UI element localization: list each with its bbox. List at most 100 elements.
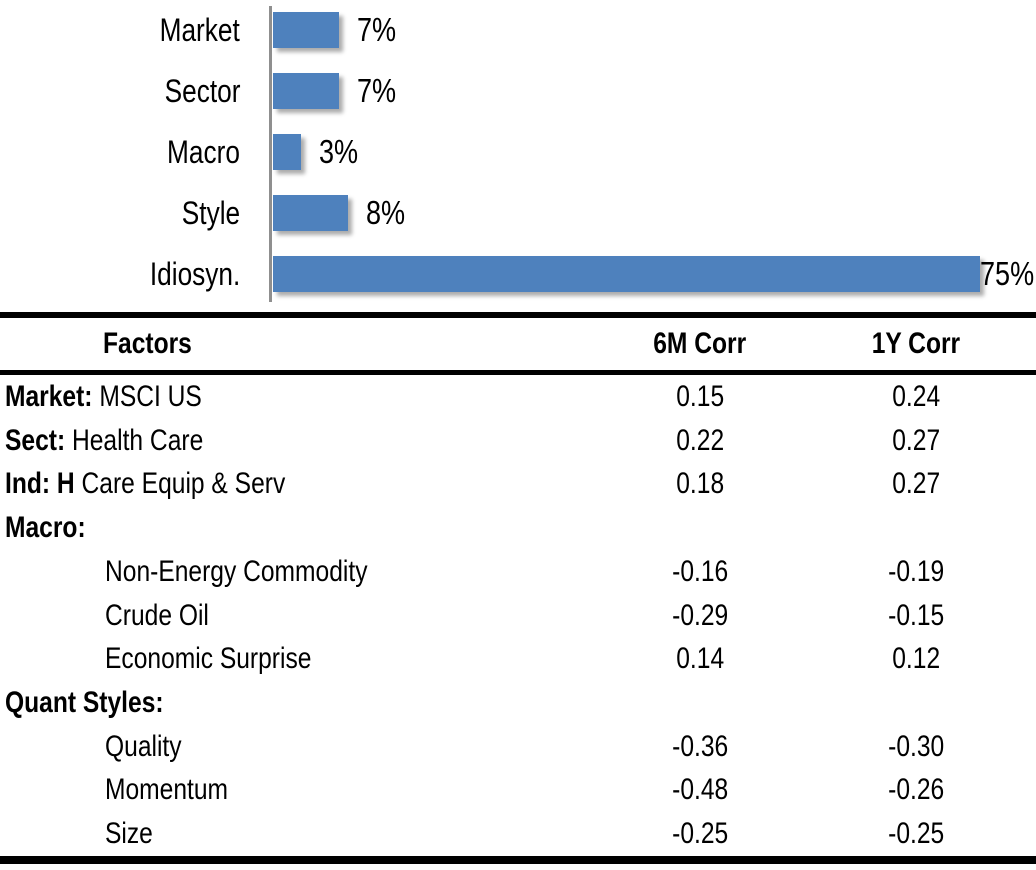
row-label: Market: MSCI US: [0, 380, 560, 414]
chart-value-label-text: 8%: [366, 194, 406, 231]
cell-6m-corr-text: 0.18: [676, 467, 724, 501]
chart-category-label: Sector: [0, 73, 240, 109]
chart-category-label: Market: [0, 12, 240, 48]
row-label-prefix: Sect:: [5, 423, 66, 457]
chart-value-label-text: 3%: [319, 133, 359, 170]
cell-6m-corr-text: -0.16: [671, 554, 729, 588]
row-label-prefix: Ind: H: [5, 467, 75, 501]
cell-6m-corr-text: -0.29: [671, 598, 729, 632]
cell-1y-corr-text: -0.19: [887, 554, 945, 588]
cell-6m-corr: 0.14: [560, 642, 840, 676]
table-row: Ind: H Care Equip & Serv 0.18 0.27: [0, 462, 1036, 506]
cell-6m-corr-text: 0.15: [676, 379, 724, 413]
cell-1y-corr-text: -0.25: [887, 817, 945, 851]
table-row: Non-Energy Commodity -0.16 -0.19: [0, 550, 1036, 594]
chart-category-label-text: Market: [159, 12, 240, 48]
cell-1y-corr-text: 0.12: [892, 642, 940, 676]
chart-bar: [273, 73, 339, 109]
chart-value-label: 8%: [366, 195, 414, 231]
cell-6m-corr: -0.29: [560, 599, 840, 633]
cell-1y-corr-text: -0.30: [887, 729, 945, 763]
cell-6m-corr: 0.18: [560, 467, 840, 501]
row-label-prefix: Quant Styles:: [5, 686, 164, 719]
cell-6m-corr-text: 0.14: [676, 642, 724, 676]
chart-category-label-text: Macro: [167, 134, 240, 170]
row-label-text: Crude Oil: [105, 598, 209, 632]
chart-value-label: 7%: [357, 73, 405, 109]
cell-1y-corr-text: 0.24: [892, 379, 940, 413]
table-row: Momentum -0.48 -0.26: [0, 769, 1036, 813]
column-header-6m-corr: 6M Corr: [560, 327, 840, 361]
table-row: Sect: Health Care 0.22 0.27: [0, 419, 1036, 463]
cell-1y-corr-text: -0.26: [887, 773, 945, 807]
column-header-factors: Factors: [0, 327, 560, 361]
chart-value-label: 75%: [980, 256, 1036, 292]
cell-1y-corr-text: 0.27: [892, 467, 940, 501]
cell-6m-corr: [560, 511, 840, 545]
row-label: Macro:: [0, 511, 560, 545]
chart-row: Idiosyn. 75%: [0, 256, 1036, 292]
row-label: Size: [0, 817, 560, 851]
row-label-text: MSCI US: [92, 379, 202, 413]
row-label: Economic Surprise: [0, 642, 560, 676]
table-row: Size -0.25 -0.25: [0, 812, 1036, 856]
row-label-text: Momentum: [105, 773, 229, 807]
cell-1y-corr: -0.15: [840, 599, 1036, 633]
row-label-text: Economic Surprise: [105, 642, 312, 676]
cell-6m-corr: -0.16: [560, 555, 840, 589]
cell-6m-corr: 0.15: [560, 380, 840, 414]
chart-value-label-text: 7%: [357, 72, 397, 109]
table-row: Crude Oil -0.29 -0.15: [0, 594, 1036, 638]
cell-1y-corr: 0.24: [840, 380, 1036, 414]
cell-6m-corr: -0.36: [560, 730, 840, 764]
table-row: Quality -0.36 -0.30: [0, 725, 1036, 769]
chart-axis-line: [269, 6, 272, 302]
row-label-prefix: Macro:: [5, 511, 86, 545]
cell-1y-corr: -0.30: [840, 730, 1036, 764]
row-label-text: Health Care: [65, 423, 204, 457]
column-header-1y-corr-text: 1Y Corr: [871, 327, 961, 360]
cell-6m-corr-text: -0.36: [671, 729, 729, 763]
column-header-factors-text: Factors: [103, 327, 192, 360]
cell-6m-corr: -0.48: [560, 773, 840, 807]
cell-1y-corr: 0.12: [840, 642, 1036, 676]
row-label-text: Non-Energy Commodity: [105, 554, 368, 588]
chart-category-label-text: Idiosyn.: [149, 256, 240, 292]
chart-row: Market 7%: [0, 12, 1036, 48]
row-label: Quality: [0, 730, 560, 764]
row-label: Quant Styles:: [0, 686, 560, 720]
cell-1y-corr: [840, 511, 1036, 545]
bar-chart: Market 7% Sector 7% Macro 3% Style 8%: [0, 0, 1036, 312]
row-label: Sect: Health Care: [0, 424, 560, 458]
table-header-rule: [0, 370, 1036, 375]
chart-row: Sector 7%: [0, 73, 1036, 109]
chart-category-label: Macro: [0, 134, 240, 170]
cell-1y-corr: 0.27: [840, 424, 1036, 458]
table-header-row: Factors 6M Corr 1Y Corr: [0, 318, 1036, 370]
cell-6m-corr: 0.22: [560, 424, 840, 458]
table-row: Macro:: [0, 506, 1036, 550]
chart-category-label: Style: [0, 195, 240, 231]
row-label: Ind: H Care Equip & Serv: [0, 467, 560, 501]
table-bottom-rule: [0, 856, 1036, 864]
chart-category-label: Idiosyn.: [0, 256, 240, 292]
cell-1y-corr: -0.25: [840, 817, 1036, 851]
chart-row: Style 8%: [0, 195, 1036, 231]
table-row: Market: MSCI US 0.15 0.24: [0, 375, 1036, 419]
cell-1y-corr: -0.19: [840, 555, 1036, 589]
chart-category-label-text: Style: [181, 195, 240, 231]
cell-6m-corr-text: 0.22: [676, 423, 724, 457]
chart-category-label-text: Sector: [164, 73, 240, 109]
cell-1y-corr: -0.26: [840, 773, 1036, 807]
cell-1y-corr: 0.27: [840, 467, 1036, 501]
cell-6m-corr: -0.25: [560, 817, 840, 851]
row-label-text: Care Equip & Serv: [74, 467, 286, 501]
chart-value-label-text: 7%: [357, 11, 397, 48]
table-row: Economic Surprise 0.14 0.12: [0, 637, 1036, 681]
table-top-rule: [0, 312, 1036, 318]
row-label: Crude Oil: [0, 599, 560, 633]
column-header-6m-corr-text: 6M Corr: [653, 327, 747, 360]
row-label-text: Size: [105, 817, 153, 851]
chart-bar: [273, 256, 980, 292]
chart-bar: [273, 134, 301, 170]
